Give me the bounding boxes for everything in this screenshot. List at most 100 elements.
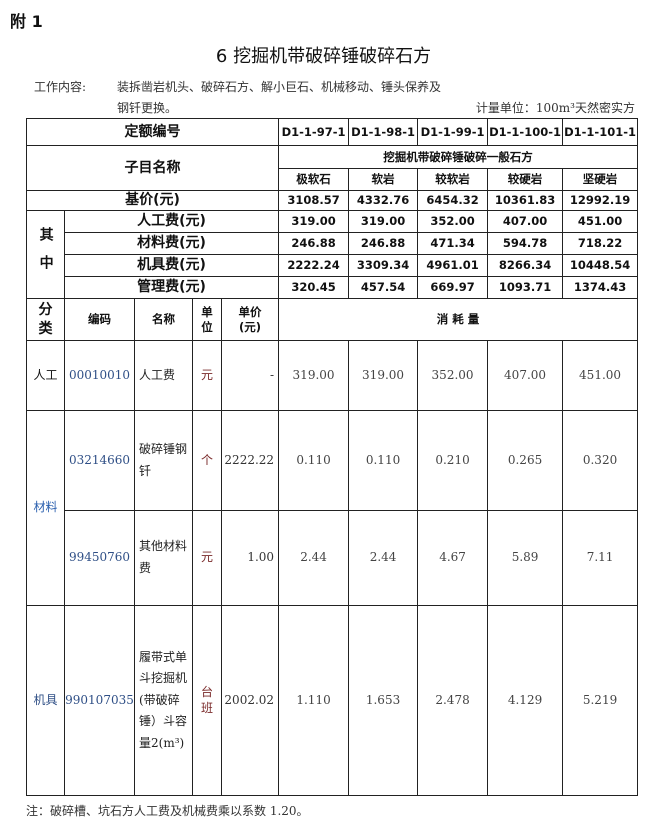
breakdown-value: 246.88 <box>278 232 350 255</box>
value-cell: 1.653 <box>348 605 419 796</box>
price-cell: 2002.02 <box>220 605 280 796</box>
unit-cell: 元 <box>192 340 222 411</box>
value-cell: 2.44 <box>278 510 350 606</box>
price-cell: 1.00 <box>220 510 280 606</box>
of-which-label: 其中 <box>26 210 65 299</box>
value-cell: 319.00 <box>348 340 419 411</box>
value-cell: 4.129 <box>487 605 564 796</box>
name-cell: 其他材料费 <box>134 510 193 606</box>
category-cell: 机具 <box>26 605 65 796</box>
page-title: 6 挖掘机带破碎锤破碎石方 <box>215 46 432 67</box>
quota-code: D1-1-99-1 <box>417 118 489 146</box>
category-cell: 人工 <box>26 340 65 411</box>
quota-code-label: 定额编号 <box>25 118 280 146</box>
code-cell: 99450760 <box>64 510 135 606</box>
quota-code: D1-1-97-1 <box>278 118 350 146</box>
col-price: 单价(元) <box>220 298 280 341</box>
breakdown-value: 1093.71 <box>487 276 564 299</box>
breakdown-value: 594.78 <box>487 232 564 255</box>
base-price-label: 基价(元) <box>25 190 280 211</box>
breakdown-value: 669.97 <box>417 276 489 299</box>
name-cell: 人工费 <box>134 340 193 411</box>
value-cell: 0.320 <box>562 410 639 511</box>
breakdown-value: 407.00 <box>487 210 564 233</box>
breakdown-value: 10448.54 <box>562 254 639 277</box>
breakdown-value: 3309.34 <box>348 254 419 277</box>
base-price: 3108.57 <box>278 190 350 211</box>
col-name: 名称 <box>134 298 193 341</box>
unit-cell: 元 <box>192 510 222 606</box>
breakdown-value: 352.00 <box>417 210 489 233</box>
breakdown-value: 319.00 <box>348 210 419 233</box>
breakdown-value: 4961.01 <box>417 254 489 277</box>
sub-name: 软岩 <box>348 168 419 191</box>
quota-table: 定额编号 D1-1-97-1 D1-1-98-1 D1-1-99-1 D1-1-… <box>25 118 639 796</box>
name-cell: 破碎锤钢钎 <box>134 410 193 511</box>
quota-code: D1-1-101-1 <box>562 118 639 146</box>
base-price: 12992.19 <box>562 190 639 211</box>
value-cell: 0.265 <box>487 410 564 511</box>
breakdown-value: 2222.24 <box>278 254 350 277</box>
breakdown-value: 8266.34 <box>487 254 564 277</box>
breakdown-value: 471.34 <box>417 232 489 255</box>
breakdown-value: 1374.43 <box>562 276 639 299</box>
unit-note: 计量单位：100m³天然密实方 <box>475 101 635 115</box>
item-name-label: 子目名称 <box>25 145 280 191</box>
breakdown-value: 320.45 <box>278 276 350 299</box>
breakdown-value: 319.00 <box>278 210 350 233</box>
breakdown-label: 人工费(元) <box>63 210 280 233</box>
col-code: 编码 <box>64 298 135 341</box>
col-category: 分类 <box>26 298 65 341</box>
code-cell: 00010010 <box>64 340 135 411</box>
value-cell: 7.11 <box>562 510 639 606</box>
value-cell: 5.219 <box>562 605 639 796</box>
value-cell: 0.110 <box>348 410 419 511</box>
value-cell: 0.210 <box>417 410 489 511</box>
value-cell: 352.00 <box>417 340 489 411</box>
breakdown-value: 718.22 <box>562 232 639 255</box>
base-price: 10361.83 <box>487 190 564 211</box>
price-cell: - <box>220 340 280 411</box>
appendix-label: 附 1 <box>10 12 43 31</box>
breakdown-value: 457.54 <box>348 276 419 299</box>
base-price: 6454.32 <box>417 190 489 211</box>
table-row: 材料 03214660 破碎锤钢钎 个 2222.22 0.110 0.110 … <box>26 410 639 606</box>
value-cell: 2.44 <box>348 510 419 606</box>
work-content-line2: 钢钎更换。 <box>117 101 178 115</box>
value-cell: 407.00 <box>487 340 564 411</box>
quota-code: D1-1-98-1 <box>348 118 419 146</box>
value-cell: 5.89 <box>487 510 564 606</box>
sub-name: 极软石 <box>278 168 350 191</box>
code-cell: 990107035 <box>64 605 135 796</box>
value-cell: 1.110 <box>278 605 350 796</box>
col-consumption: 消 耗 量 <box>278 298 639 341</box>
value-cell: 0.110 <box>278 410 350 511</box>
table-row: 人工 00010010 人工费 元 - 319.00 319.00 352.00… <box>26 340 639 411</box>
work-content-label: 工作内容: <box>34 80 87 94</box>
footnote: 注：破碎槽、坑石方人工费及机械费乘以系数 1.20。 <box>26 804 309 818</box>
price-cell: 2222.22 <box>220 410 280 511</box>
work-content-line1: 装拆凿岩机头、破碎石方、解小巨石、机械移动、锤头保养及 <box>117 80 442 94</box>
table-row: 99450760 其他材料费 元 1.00 2.44 2.44 4.67 5.8… <box>27 510 639 606</box>
value-cell: 2.478 <box>417 605 489 796</box>
breakdown-label: 材料费(元) <box>63 232 280 255</box>
breakdown-label: 管理费(元) <box>63 276 280 299</box>
breakdown-value: 451.00 <box>562 210 639 233</box>
sub-name: 较软岩 <box>417 168 489 191</box>
breakdown-label: 机具费(元) <box>63 254 280 277</box>
value-cell: 4.67 <box>417 510 489 606</box>
col-unit: 单位 <box>192 298 222 341</box>
sub-name: 坚硬岩 <box>562 168 639 191</box>
value-cell: 319.00 <box>278 340 350 411</box>
quota-code: D1-1-100-1 <box>487 118 564 146</box>
value-cell: 451.00 <box>562 340 639 411</box>
sub-name: 较硬岩 <box>487 168 564 191</box>
unit-cell: 台班 <box>192 605 222 796</box>
base-price: 4332.76 <box>348 190 419 211</box>
unit-cell: 个 <box>192 410 222 511</box>
breakdown-value: 246.88 <box>348 232 419 255</box>
group-name: 挖掘机带破碎锤破碎一般石方 <box>278 145 639 169</box>
name-cell: 履带式单斗挖掘机(带破碎锤）斗容量2(m³) <box>134 605 193 796</box>
category-cell: 材料 <box>26 410 65 606</box>
table-row: 机具 990107035 履带式单斗挖掘机(带破碎锤）斗容量2(m³) 台班 2… <box>26 605 639 796</box>
